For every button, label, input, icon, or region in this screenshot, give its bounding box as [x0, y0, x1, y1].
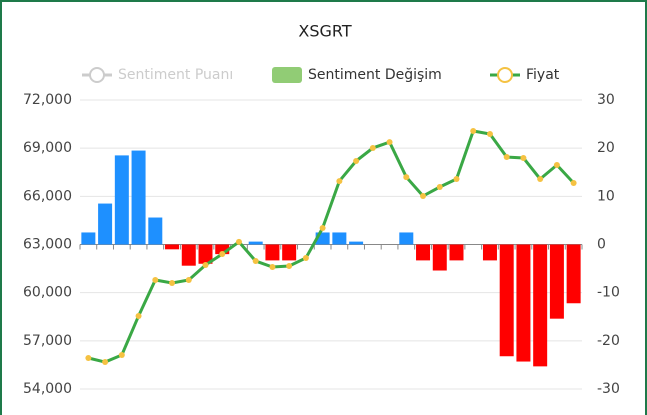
price-point — [436, 184, 443, 191]
y-tick-label: 69,000 — [23, 140, 72, 156]
price-point — [152, 276, 159, 283]
bar — [248, 241, 263, 245]
price-point — [453, 175, 460, 182]
price-point — [118, 351, 125, 358]
legend-swatch — [272, 67, 302, 83]
legend-marker — [497, 67, 513, 83]
y2-tick-label: 30 — [597, 92, 615, 108]
legend-label: Sentiment Değişim — [308, 67, 442, 83]
price-point — [135, 312, 142, 319]
price-point — [403, 174, 410, 181]
legend-item[interactable]: Sentiment Puanı — [82, 67, 233, 83]
bar — [81, 232, 96, 245]
price-point — [553, 162, 560, 169]
bar — [482, 244, 497, 261]
price-point — [235, 238, 242, 245]
price-point — [369, 145, 376, 152]
bar — [215, 244, 230, 255]
price-point — [520, 154, 527, 161]
bar — [399, 232, 414, 245]
bar — [198, 244, 213, 264]
y2-tick-label: 20 — [597, 140, 615, 156]
bar — [549, 244, 564, 319]
bar — [114, 155, 129, 245]
price-point — [269, 263, 276, 270]
price-point — [420, 193, 427, 200]
bar — [349, 241, 364, 245]
y-tick-label: 60,000 — [23, 285, 72, 301]
bar — [499, 244, 514, 357]
bar — [516, 244, 531, 362]
y2-tick-label: -10 — [597, 285, 620, 301]
legend-label: Fiyat — [526, 67, 560, 83]
y-tick-label: 63,000 — [23, 237, 72, 253]
price-point — [219, 250, 226, 257]
bar — [332, 232, 347, 245]
price-point — [503, 153, 510, 160]
price-point — [85, 355, 92, 362]
price-point — [336, 178, 343, 185]
bar — [265, 244, 280, 261]
y-tick-label: 57,000 — [23, 333, 72, 349]
y-tick-label: 72,000 — [23, 92, 72, 108]
bar — [449, 244, 464, 261]
price-point — [185, 276, 192, 283]
bar — [181, 244, 196, 266]
bar — [416, 244, 431, 261]
bar — [533, 244, 548, 367]
legend-marker — [89, 67, 105, 83]
price-point — [537, 175, 544, 182]
legend-item[interactable]: Sentiment Değişim — [272, 67, 442, 83]
bar — [282, 244, 297, 261]
price-point — [302, 254, 309, 261]
bar — [566, 244, 581, 304]
price-point — [169, 280, 176, 287]
y2-tick-label: 10 — [597, 188, 615, 204]
y2-tick-label: -20 — [597, 333, 620, 349]
price-point — [486, 131, 493, 138]
price-point — [102, 359, 109, 366]
price-point — [202, 262, 209, 269]
legend-item[interactable]: Fiyat — [490, 67, 560, 83]
legend-label: Sentiment Puanı — [118, 67, 233, 83]
price-point — [386, 139, 393, 146]
bar — [432, 244, 447, 271]
price-point — [353, 158, 360, 165]
bar — [165, 244, 180, 250]
price-point — [286, 263, 293, 270]
price-point — [319, 224, 326, 231]
y2-tick-label: -30 — [597, 381, 620, 397]
bar — [148, 217, 163, 245]
price-point — [470, 127, 477, 134]
bar — [98, 203, 113, 245]
bar — [131, 150, 146, 245]
price-point — [570, 180, 577, 187]
y2-tick-label: 0 — [597, 237, 606, 253]
y-tick-label: 66,000 — [23, 188, 72, 204]
price-point — [252, 258, 259, 265]
y-tick-label: 54,000 — [23, 381, 72, 397]
chart-title: XSGRT — [298, 22, 351, 41]
